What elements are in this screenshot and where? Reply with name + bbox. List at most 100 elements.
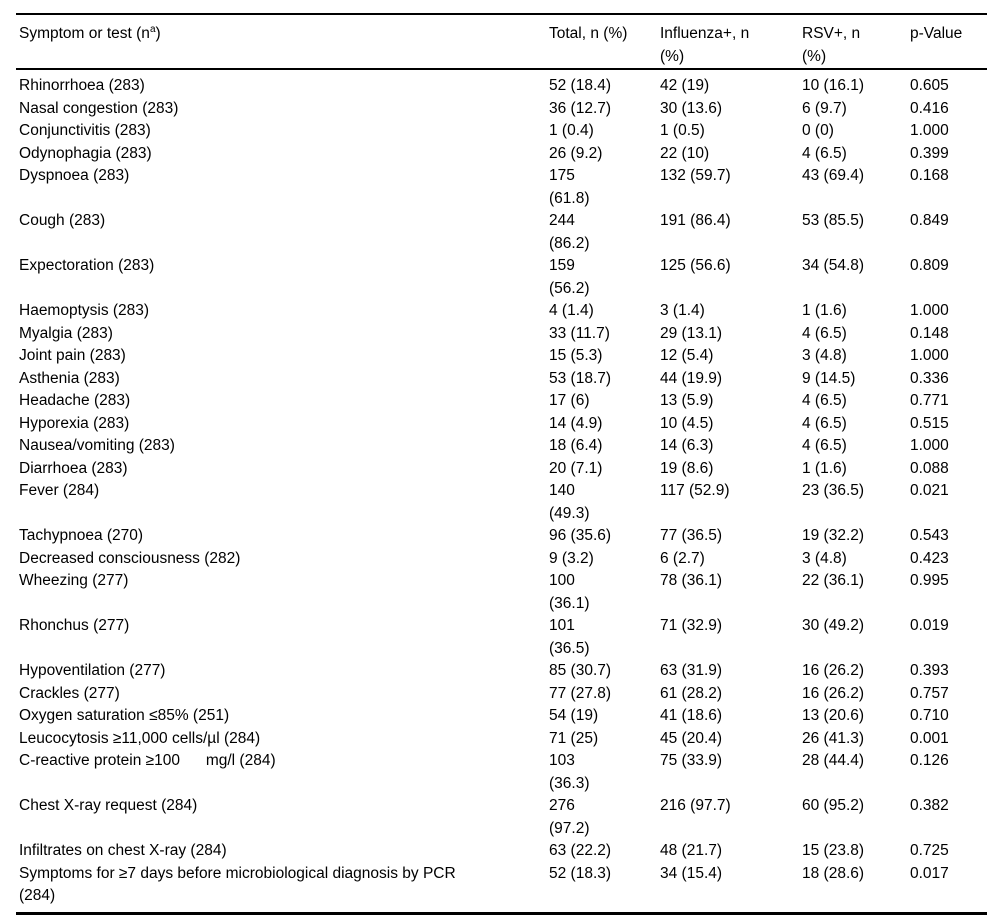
influenza-cell: 61 (28.2) [660, 684, 723, 702]
symptom-cell: Fever (284) [19, 482, 100, 499]
pvalue-cell: 0.336 [910, 369, 949, 387]
total-cell: 85 (30.7) [549, 662, 612, 679]
influenza-cell: 63 (31.9) [660, 662, 723, 679]
symptom-cell: Nasal congestion (283) [19, 99, 179, 117]
influenza-cell: 77 (36.5) [660, 527, 723, 544]
table-row: Hypoventilation (277) 85 (30.7) 63 (31.9… [16, 660, 987, 683]
table-row: Infiltrates on chest X-ray (284) 63 (22.… [16, 840, 987, 863]
header-row: Symptom or test (na) Total, n (%) Influe… [16, 14, 987, 70]
rsv-cell: 13 (20.6) [802, 707, 865, 724]
symptom-cell: Rhonchus (277) [19, 617, 130, 634]
total-cell: 175 (61.8) [549, 167, 590, 207]
total-cell: 244 (86.2) [549, 212, 590, 252]
rsv-cell: 19 (32.2) [802, 527, 865, 544]
symptom-cell: Tachypnoea (270) [19, 527, 144, 544]
symptom-cell: C-reactive protein ≥100 mg/l (284) [19, 752, 276, 769]
influenza-cell: 1 (0.5) [660, 122, 705, 139]
total-cell: 101 (36.5) [549, 617, 590, 657]
symptom-cell: Hypoventilation (277) [19, 662, 166, 679]
total-cell: 36 (12.7) [549, 99, 612, 117]
total-cell: 103 (36.3) [549, 752, 590, 792]
table-row: Crackles (277) 77 (27.8) 61 (28.2) 16 (2… [16, 683, 987, 706]
table-row: Nasal congestion (283) 36 (12.7) 30 (13.… [16, 98, 987, 121]
pvalue-cell: 0.382 [910, 797, 949, 814]
influenza-cell: 13 (5.9) [660, 392, 714, 409]
symptom-cell: Conjunctivitis (283) [19, 122, 151, 139]
total-cell: 276 (97.2) [549, 797, 590, 837]
influenza-cell: 48 (21.7) [660, 842, 723, 859]
pvalue-cell: 0.126 [910, 752, 949, 769]
rsv-cell: 3 (4.8) [802, 549, 847, 567]
pvalue-cell: 0.543 [910, 527, 949, 544]
influenza-cell: 14 (6.3) [660, 437, 714, 454]
col-header-pvalue: p-Value [910, 14, 987, 70]
pvalue-cell: 0.771 [910, 392, 949, 409]
influenza-cell: 71 (32.9) [660, 617, 723, 634]
symptom-cell: Oxygen saturation ≤85% (251) [19, 707, 230, 724]
table-row: Conjunctivitis (283) 1 (0.4) 1 (0.5) 0 (… [16, 120, 987, 143]
symptom-cell: Cough (283) [19, 212, 106, 229]
total-cell: 52 (18.4) [549, 77, 612, 94]
pvalue-cell: 0.001 [910, 729, 949, 747]
total-cell: 159 (56.2) [549, 257, 590, 297]
symptom-cell: Rhinorrhoea (283) [19, 77, 145, 94]
rsv-cell: 16 (26.2) [802, 684, 865, 702]
pvalue-cell: 0.605 [910, 77, 949, 94]
symptom-cell: Odynophagia (283) [19, 144, 152, 162]
rsv-cell: 10 (16.1) [802, 77, 865, 94]
symptom-cell: Diarrhoea (283) [19, 459, 128, 477]
table-row: Haemoptysis (283) 4 (1.4) 3 (1.4) 1 (1.6… [16, 300, 987, 323]
influenza-cell: 125 (56.6) [660, 257, 731, 274]
total-cell: 26 (9.2) [549, 144, 603, 162]
symptom-cell: Wheezing (277) [19, 572, 129, 589]
pvalue-cell: 0.995 [910, 572, 949, 589]
symptom-cell: Headache (283) [19, 392, 131, 409]
table-row: Rhinorrhoea (283) 52 (18.4) 42 (19) 10 (… [16, 69, 987, 98]
influenza-cell: 216 (97.7) [660, 797, 731, 814]
influenza-cell: 41 (18.6) [660, 707, 723, 724]
influenza-cell: 19 (8.6) [660, 459, 714, 477]
table-body: Rhinorrhoea (283) 52 (18.4) 42 (19) 10 (… [16, 69, 987, 913]
rsv-cell: 30 (49.2) [802, 617, 865, 634]
pvalue-cell: 0.088 [910, 459, 949, 477]
influenza-cell: 44 (19.9) [660, 369, 723, 387]
influenza-cell: 75 (33.9) [660, 752, 723, 769]
total-cell: 54 (19) [549, 707, 599, 724]
total-cell: 18 (6.4) [549, 437, 603, 454]
total-cell: 4 (1.4) [549, 302, 594, 319]
rsv-cell: 34 (54.8) [802, 257, 865, 274]
table-row: Joint pain (283) 15 (5.3) 12 (5.4) 3 (4.… [16, 345, 987, 368]
table-row: Odynophagia (283) 26 (9.2) 22 (10) 4 (6.… [16, 143, 987, 166]
pvalue-cell: 0.809 [910, 257, 949, 274]
rsv-cell: 0 (0) [802, 122, 834, 139]
rsv-cell: 60 (95.2) [802, 797, 865, 814]
total-cell: 14 (4.9) [549, 414, 603, 432]
col-header-rsv: RSV+, n (%) [802, 14, 910, 70]
pvalue-cell: 1.000 [910, 122, 949, 139]
rsv-cell: 4 (6.5) [802, 414, 847, 432]
symptom-cell: Dyspnoea (283) [19, 167, 130, 184]
table-row: Symptoms for ≥7 days before microbiologi… [16, 863, 987, 914]
table-header: Symptom or test (na) Total, n (%) Influe… [16, 14, 987, 70]
rsv-cell: 53 (85.5) [802, 212, 865, 229]
table-row: Rhonchus (277) 101 (36.5) 71 (32.9) 30 (… [16, 615, 987, 660]
rsv-cell: 15 (23.8) [802, 842, 865, 859]
symptom-cell: Decreased consciousness (282) [19, 549, 241, 567]
influenza-cell: 45 (20.4) [660, 729, 723, 747]
rsv-cell: 1 (1.6) [802, 459, 847, 477]
pvalue-cell: 0.148 [910, 324, 949, 342]
total-cell: 20 (7.1) [549, 459, 603, 477]
total-cell: 52 (18.3) [549, 864, 612, 882]
influenza-cell: 191 (86.4) [660, 212, 731, 229]
table-row: Diarrhoea (283) 20 (7.1) 19 (8.6) 1 (1.6… [16, 458, 987, 481]
influenza-cell: 12 (5.4) [660, 347, 714, 364]
table-row: Decreased consciousness (282) 9 (3.2) 6 … [16, 548, 987, 571]
influenza-cell: 3 (1.4) [660, 302, 705, 319]
col-header-influenza: Influenza+, n (%) [660, 14, 802, 70]
influenza-cell: 29 (13.1) [660, 324, 723, 342]
rsv-cell: 4 (6.5) [802, 392, 847, 409]
table-row: Fever (284) 140 (49.3) 117 (52.9) 23 (36… [16, 480, 987, 525]
symptom-cell: Hyporexia (283) [19, 414, 130, 432]
influenza-cell: 10 (4.5) [660, 414, 714, 432]
rsv-cell: 43 (69.4) [802, 167, 865, 184]
